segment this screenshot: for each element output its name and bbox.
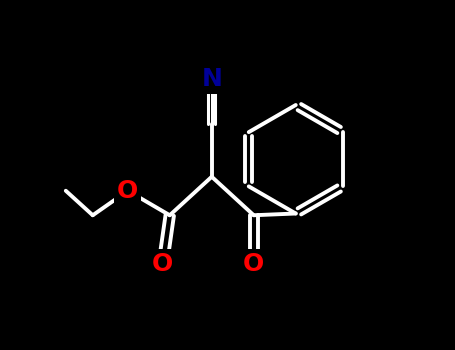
Text: N: N bbox=[201, 67, 222, 91]
Text: O: O bbox=[117, 179, 138, 203]
Text: O: O bbox=[152, 252, 173, 276]
Text: O: O bbox=[243, 252, 264, 276]
